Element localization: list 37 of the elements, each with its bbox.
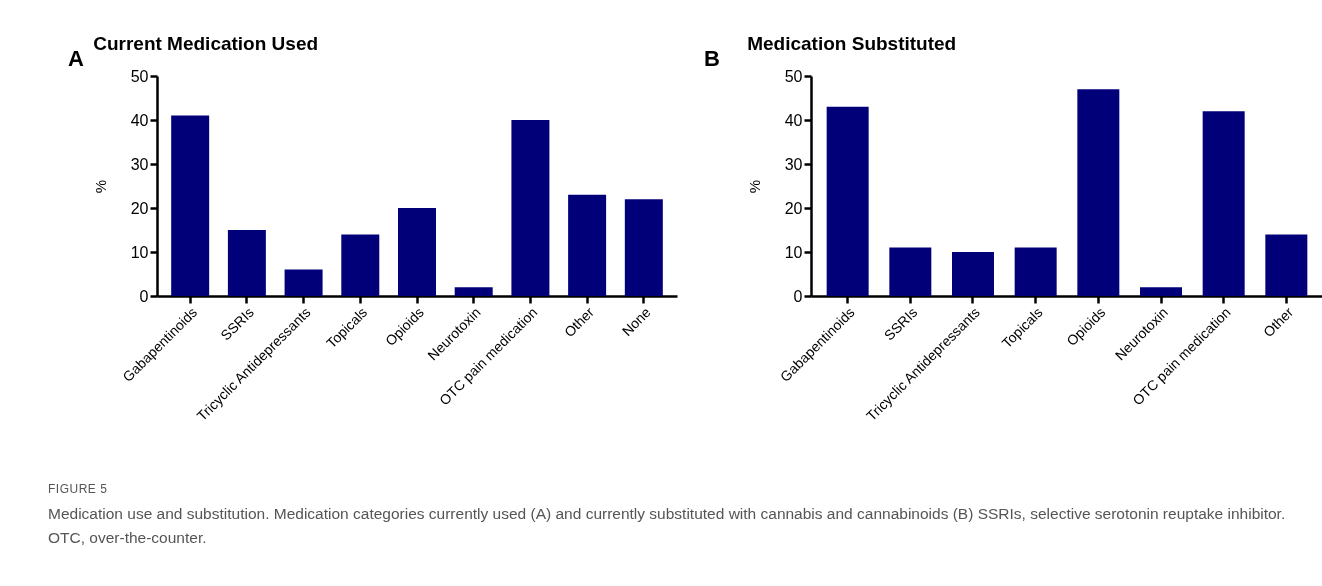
- y-axis-title: %: [745, 179, 763, 194]
- bar: [341, 234, 380, 296]
- y-tick-label: 40: [784, 111, 803, 129]
- y-axis-title: %: [91, 179, 109, 194]
- bar: [1014, 247, 1057, 296]
- bar: [398, 208, 436, 296]
- bar: [1140, 287, 1182, 296]
- y-tick-label: 0: [139, 287, 149, 305]
- bar: [1202, 111, 1245, 296]
- y-tick-label: 0: [793, 287, 803, 305]
- bar: [511, 120, 550, 296]
- text: A: [68, 46, 84, 72]
- bar: [227, 230, 266, 296]
- y-tick-label: 20: [130, 199, 149, 217]
- y-tick-label: 50: [784, 67, 803, 85]
- chart-title: Current Medication Used: [93, 33, 319, 54]
- bar: [284, 269, 323, 296]
- bar: [624, 199, 663, 296]
- bar: [1265, 234, 1308, 296]
- text: B: [704, 46, 720, 72]
- bar: [952, 252, 994, 296]
- y-tick-label: 10: [784, 243, 803, 261]
- bar: [171, 115, 210, 296]
- y-tick-label: 10: [130, 243, 149, 261]
- y-tick-label: 40: [130, 111, 149, 129]
- bar: [889, 247, 932, 296]
- y-tick-label: 30: [784, 155, 803, 173]
- y-tick-label: 20: [784, 199, 803, 217]
- bar: [1077, 89, 1120, 296]
- chart-title: Medication Substituted: [747, 33, 957, 54]
- y-tick-label: 30: [130, 155, 149, 173]
- y-tick-label: 50: [130, 67, 149, 85]
- bar: [454, 287, 493, 296]
- bar: [568, 194, 607, 296]
- caption: FIGURE 5: [48, 482, 109, 496]
- text: Medication use and substitution. Medication categories currently used (A) and currently substituted with cannabis and cannabinoids (B) SSRIs, selective serotonin reuptake inhibitor. OTC, over-the-counter.: [48, 504, 1287, 548]
- bar: [826, 106, 869, 296]
